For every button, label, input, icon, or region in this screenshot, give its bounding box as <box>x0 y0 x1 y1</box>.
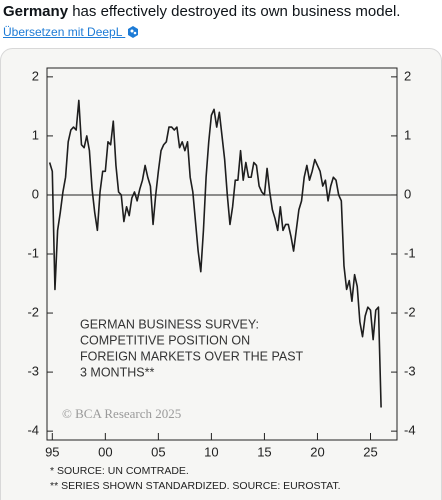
y-tick-label: -4 <box>27 423 39 438</box>
translate-link[interactable]: Übersetzen mit DeepL <box>3 25 122 39</box>
y-tick-label: 1 <box>32 127 39 142</box>
x-tick-label: 10 <box>204 444 218 459</box>
footnote: ** SERIES SHOWN STANDARDIZED. SOURCE: EU… <box>50 480 341 492</box>
x-tick-label: 20 <box>310 444 324 459</box>
tweet-bold: Germany <box>3 3 69 20</box>
y2-tick-label: 0 <box>404 186 411 201</box>
annotation: 3 MONTHS** <box>80 365 154 379</box>
y-tick-label: -3 <box>27 364 39 379</box>
x-tick-label: 15 <box>257 444 271 459</box>
credit: © BCΑ Research 2025 <box>62 406 181 421</box>
y2-tick-label: 1 <box>404 127 411 142</box>
annotation: GERMAN BUSINESS SURVEY: <box>80 317 259 331</box>
y2-tick-label: 2 <box>404 68 411 83</box>
x-tick-label: 95 <box>45 444 59 459</box>
x-tick-label: 05 <box>151 444 165 459</box>
tweet-text: Germany has effectively destroyed its ow… <box>3 3 400 20</box>
y2-tick-label: -3 <box>404 364 416 379</box>
footnote: * SOURCE: UN COMTRADE. <box>50 465 189 477</box>
annotation: COMPETITIVE POSITION ON <box>80 333 250 347</box>
y2-tick-label: -4 <box>404 423 416 438</box>
series-line <box>48 99 382 408</box>
y2-tick-label: -2 <box>404 304 416 319</box>
x-tick-label: 00 <box>98 444 112 459</box>
annotation: FOREIGN MARKETS OVER THE PAST <box>80 349 304 363</box>
y-tick-label: -2 <box>27 304 39 319</box>
y-tick-label: 2 <box>32 68 39 83</box>
tweet-rest: has effectively destroyed its own busine… <box>68 3 401 20</box>
x-tick-label: 25 <box>363 444 377 459</box>
translate-row[interactable]: Übersetzen mit DeepL <box>3 24 139 39</box>
y-tick-label: -1 <box>27 245 39 260</box>
y2-tick-label: -1 <box>404 245 416 260</box>
y-tick-label: 0 <box>32 186 39 201</box>
card <box>0 48 442 500</box>
deepl-icon <box>128 26 139 38</box>
